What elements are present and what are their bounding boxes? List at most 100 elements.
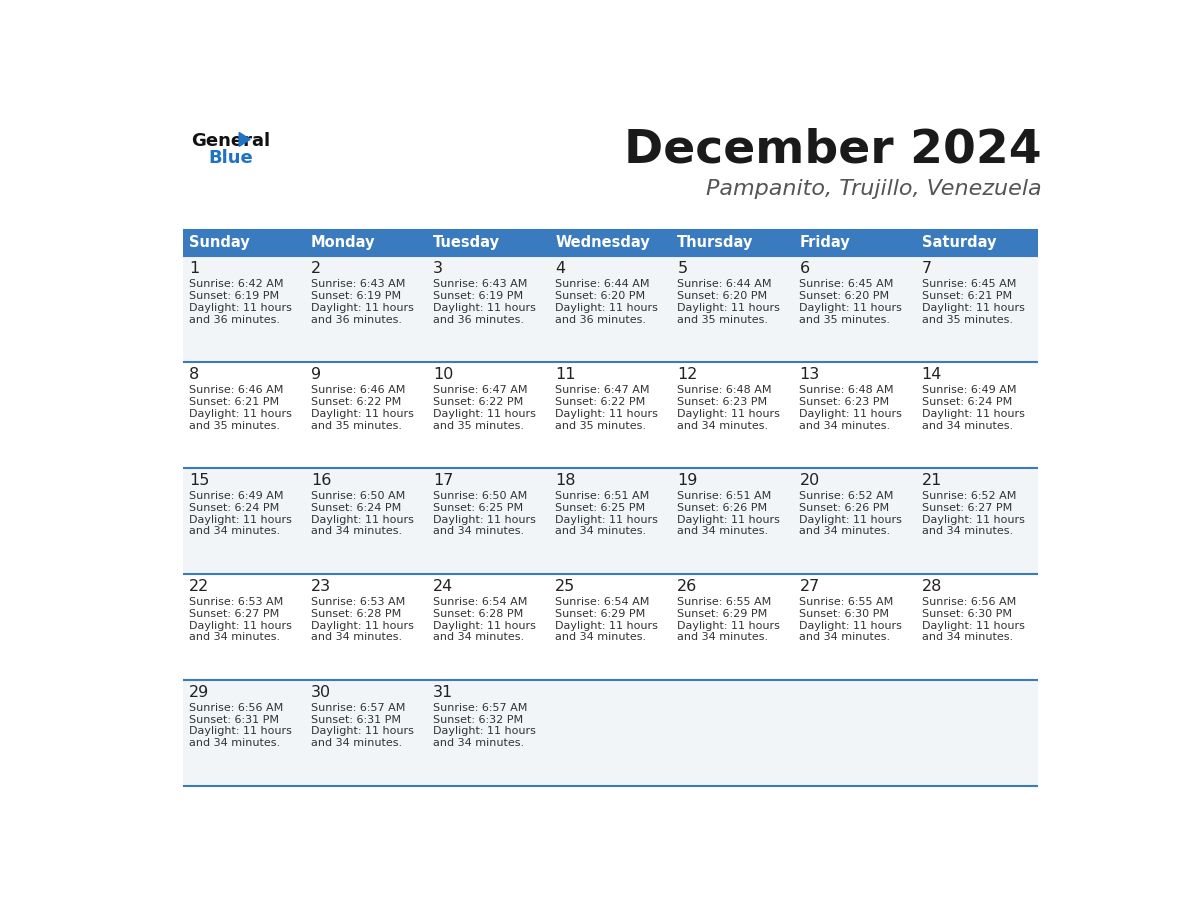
Text: Sunset: 6:31 PM: Sunset: 6:31 PM [189, 714, 279, 724]
Text: Sunset: 6:24 PM: Sunset: 6:24 PM [189, 503, 279, 512]
Text: Daylight: 11 hours: Daylight: 11 hours [555, 515, 658, 524]
Text: Sunrise: 6:50 AM: Sunrise: 6:50 AM [434, 491, 527, 500]
Text: Sunrise: 6:48 AM: Sunrise: 6:48 AM [677, 385, 772, 395]
Text: and 34 minutes.: and 34 minutes. [922, 527, 1012, 536]
Text: Daylight: 11 hours: Daylight: 11 hours [311, 409, 413, 419]
Text: and 35 minutes.: and 35 minutes. [800, 315, 890, 325]
Text: Sunset: 6:29 PM: Sunset: 6:29 PM [555, 609, 645, 619]
Text: Sunrise: 6:44 AM: Sunrise: 6:44 AM [555, 279, 650, 289]
Text: Daylight: 11 hours: Daylight: 11 hours [800, 409, 902, 419]
Text: Pampanito, Trujillo, Venezuela: Pampanito, Trujillo, Venezuela [707, 179, 1042, 199]
Text: and 36 minutes.: and 36 minutes. [434, 315, 524, 325]
Text: Daylight: 11 hours: Daylight: 11 hours [800, 303, 902, 313]
Bar [550, 230, 672, 256]
Text: Daylight: 11 hours: Daylight: 11 hours [434, 409, 536, 419]
Text: Sunrise: 6:43 AM: Sunrise: 6:43 AM [434, 279, 527, 289]
Text: General: General [191, 131, 270, 150]
Text: Sunrise: 6:55 AM: Sunrise: 6:55 AM [800, 597, 893, 607]
Bar [305, 230, 428, 256]
Text: Daylight: 11 hours: Daylight: 11 hours [677, 303, 781, 313]
Text: Sunrise: 6:49 AM: Sunrise: 6:49 AM [189, 491, 283, 500]
Text: Sunset: 6:26 PM: Sunset: 6:26 PM [800, 503, 890, 512]
Text: Blue: Blue [208, 149, 253, 167]
Text: and 34 minutes.: and 34 minutes. [555, 633, 646, 643]
Text: Sunrise: 6:46 AM: Sunrise: 6:46 AM [311, 385, 405, 395]
Text: Sunset: 6:24 PM: Sunset: 6:24 PM [311, 503, 402, 512]
Text: Daylight: 11 hours: Daylight: 11 hours [434, 515, 536, 524]
Text: and 34 minutes.: and 34 minutes. [311, 738, 402, 748]
Text: Daylight: 11 hours: Daylight: 11 hours [922, 409, 1024, 419]
Text: 17: 17 [434, 473, 454, 488]
Text: Sunrise: 6:48 AM: Sunrise: 6:48 AM [800, 385, 893, 395]
Text: Daylight: 11 hours: Daylight: 11 hours [922, 621, 1024, 631]
Text: Thursday: Thursday [677, 236, 753, 251]
Text: 20: 20 [800, 473, 820, 488]
Bar [183, 363, 1038, 468]
Text: 21: 21 [922, 473, 942, 488]
Bar [183, 680, 1038, 786]
Text: and 34 minutes.: and 34 minutes. [434, 738, 524, 748]
Text: Sunday: Sunday [189, 236, 249, 251]
Text: Sunset: 6:32 PM: Sunset: 6:32 PM [434, 714, 523, 724]
Text: and 35 minutes.: and 35 minutes. [922, 315, 1012, 325]
Text: Sunset: 6:21 PM: Sunset: 6:21 PM [922, 291, 1012, 301]
Text: Sunrise: 6:49 AM: Sunrise: 6:49 AM [922, 385, 1016, 395]
Text: Sunset: 6:21 PM: Sunset: 6:21 PM [189, 397, 279, 407]
Text: 15: 15 [189, 473, 209, 488]
Text: 23: 23 [311, 579, 331, 594]
Text: Daylight: 11 hours: Daylight: 11 hours [434, 303, 536, 313]
Text: Sunset: 6:22 PM: Sunset: 6:22 PM [311, 397, 402, 407]
Text: Sunrise: 6:57 AM: Sunrise: 6:57 AM [434, 702, 527, 712]
Text: and 34 minutes.: and 34 minutes. [677, 527, 769, 536]
Text: Sunset: 6:23 PM: Sunset: 6:23 PM [800, 397, 890, 407]
Bar [794, 230, 916, 256]
Text: Daylight: 11 hours: Daylight: 11 hours [922, 515, 1024, 524]
Text: and 34 minutes.: and 34 minutes. [311, 633, 402, 643]
Text: and 36 minutes.: and 36 minutes. [311, 315, 402, 325]
Text: and 36 minutes.: and 36 minutes. [555, 315, 646, 325]
Text: Daylight: 11 hours: Daylight: 11 hours [311, 726, 413, 736]
Text: 3: 3 [434, 261, 443, 276]
Text: Daylight: 11 hours: Daylight: 11 hours [434, 726, 536, 736]
Text: and 34 minutes.: and 34 minutes. [800, 527, 891, 536]
Text: Sunrise: 6:55 AM: Sunrise: 6:55 AM [677, 597, 771, 607]
Text: 13: 13 [800, 367, 820, 382]
Text: 4: 4 [555, 261, 565, 276]
Text: Sunrise: 6:45 AM: Sunrise: 6:45 AM [922, 279, 1016, 289]
Text: Sunrise: 6:51 AM: Sunrise: 6:51 AM [555, 491, 650, 500]
Text: Daylight: 11 hours: Daylight: 11 hours [677, 621, 781, 631]
Text: Sunset: 6:20 PM: Sunset: 6:20 PM [555, 291, 645, 301]
Text: Sunrise: 6:52 AM: Sunrise: 6:52 AM [800, 491, 893, 500]
Text: Sunrise: 6:42 AM: Sunrise: 6:42 AM [189, 279, 283, 289]
Text: 29: 29 [189, 685, 209, 700]
Text: 8: 8 [189, 367, 200, 382]
Text: and 35 minutes.: and 35 minutes. [189, 420, 280, 431]
Text: Daylight: 11 hours: Daylight: 11 hours [189, 726, 292, 736]
Text: Tuesday: Tuesday [434, 236, 500, 251]
Text: and 34 minutes.: and 34 minutes. [922, 633, 1012, 643]
Bar [183, 256, 1038, 363]
Text: Sunset: 6:28 PM: Sunset: 6:28 PM [434, 609, 523, 619]
Text: Sunrise: 6:46 AM: Sunrise: 6:46 AM [189, 385, 283, 395]
Text: Saturday: Saturday [922, 236, 996, 251]
Text: Daylight: 11 hours: Daylight: 11 hours [311, 621, 413, 631]
Text: Sunrise: 6:57 AM: Sunrise: 6:57 AM [311, 702, 405, 712]
Text: Monday: Monday [311, 236, 375, 251]
Text: Sunset: 6:25 PM: Sunset: 6:25 PM [434, 503, 523, 512]
Text: 26: 26 [677, 579, 697, 594]
Text: Sunrise: 6:53 AM: Sunrise: 6:53 AM [311, 597, 405, 607]
Text: Daylight: 11 hours: Daylight: 11 hours [800, 621, 902, 631]
Text: Sunset: 6:28 PM: Sunset: 6:28 PM [311, 609, 402, 619]
Text: Sunset: 6:23 PM: Sunset: 6:23 PM [677, 397, 767, 407]
Bar [916, 230, 1038, 256]
Bar [183, 575, 1038, 680]
Text: 27: 27 [800, 579, 820, 594]
Text: 7: 7 [922, 261, 931, 276]
Text: and 35 minutes.: and 35 minutes. [311, 420, 402, 431]
Text: and 36 minutes.: and 36 minutes. [189, 315, 280, 325]
Bar [183, 468, 1038, 575]
Text: Daylight: 11 hours: Daylight: 11 hours [677, 409, 781, 419]
Text: Sunrise: 6:50 AM: Sunrise: 6:50 AM [311, 491, 405, 500]
Text: Sunrise: 6:47 AM: Sunrise: 6:47 AM [555, 385, 650, 395]
Text: Sunset: 6:30 PM: Sunset: 6:30 PM [922, 609, 1011, 619]
